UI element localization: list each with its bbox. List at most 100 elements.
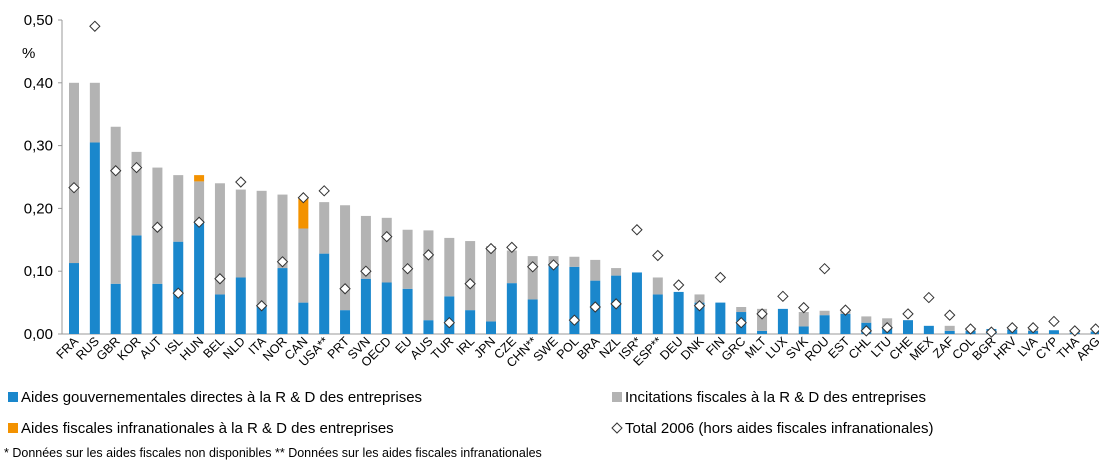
diamond-marker [756, 308, 768, 320]
bar-segment [923, 325, 934, 334]
legend-swatch [611, 422, 623, 434]
bar-segment [527, 256, 538, 300]
bar-segment [465, 310, 476, 334]
y-tick-label: 0,10 [24, 263, 53, 280]
diamond-marker [839, 304, 852, 316]
bar-segment [194, 175, 205, 182]
bar-segment [277, 194, 288, 269]
bar-segment [256, 305, 267, 334]
diamond-marker [652, 249, 664, 262]
footnote: * Données sur les aides fiscales non dis… [4, 446, 542, 460]
diamond-marker [526, 261, 539, 273]
bar-segment [631, 272, 642, 334]
legend-swatch [612, 392, 622, 402]
bar-segment [298, 302, 309, 334]
diamond-marker [360, 265, 372, 277]
bar-segment [590, 259, 601, 281]
bar-segment [694, 302, 705, 334]
bar-segment [652, 277, 663, 295]
bar-segment [402, 229, 413, 289]
bar-segment [506, 250, 517, 284]
bar-segment [214, 294, 225, 334]
bar-segment [527, 299, 538, 334]
diamond-marker [568, 314, 581, 326]
bar-segment [298, 228, 309, 303]
bar-segment [819, 310, 830, 316]
y-tick-label: 0,40 [24, 75, 53, 92]
bar-segment [340, 310, 351, 334]
y-axis-label: % [22, 45, 35, 62]
diamond-marker [610, 298, 622, 310]
diamond-marker [276, 256, 289, 268]
bar-segment [402, 288, 413, 334]
bar-segment [89, 82, 100, 143]
legend-label: Aides fiscales infranationales à la R & … [21, 420, 394, 437]
diamond-marker [943, 309, 956, 321]
diamond-marker [798, 301, 810, 314]
bar-segment [131, 151, 142, 236]
diamond-marker [902, 308, 914, 320]
diamond-marker [693, 300, 706, 312]
bar-segment [235, 189, 246, 278]
diamond-marker [381, 230, 393, 243]
diamond-marker [672, 279, 685, 291]
bar-segment [444, 296, 455, 334]
bar-segment [694, 294, 705, 303]
bar-segment [569, 256, 580, 267]
diamond-marker [255, 300, 268, 312]
bar-segment [715, 302, 726, 334]
bar-segment [89, 142, 100, 334]
bar-segment [423, 230, 434, 321]
legend-swatch [8, 423, 18, 433]
diamond-marker [318, 185, 330, 197]
bar-segment [110, 283, 121, 334]
diamond-marker [777, 290, 789, 303]
bar-segment [69, 82, 79, 264]
bar-segment [110, 126, 121, 284]
bar-segment [944, 325, 955, 331]
diamond-marker [297, 192, 310, 204]
x-tick-label: ARG [1074, 334, 1099, 363]
bar-segment [194, 181, 205, 221]
legend-label: Total 2006 (hors aides fiscales infranat… [625, 420, 934, 437]
bar-segment [131, 235, 142, 334]
bar-segment [152, 283, 163, 334]
x-tick-label: JPN [472, 334, 499, 361]
diamond-marker [339, 283, 351, 295]
x-tick-label: TUR [428, 334, 456, 362]
bar-segment [256, 190, 267, 306]
diamond-marker [1006, 322, 1018, 334]
bar-segment [819, 315, 830, 334]
bar-segment [465, 241, 476, 311]
diamond-marker [547, 259, 560, 271]
bar-segment [235, 277, 246, 334]
diamond-marker [109, 165, 122, 177]
bar-segment [214, 183, 225, 295]
bar-segment [444, 237, 455, 297]
y-tick-label: 0,20 [24, 200, 53, 217]
bar-segment [840, 313, 851, 334]
diamond-marker [464, 278, 476, 290]
diamond-marker [193, 216, 205, 228]
diamond-marker [1027, 322, 1039, 334]
bar-segment [381, 217, 392, 283]
bar-segment [360, 278, 371, 334]
bar-segment [569, 266, 580, 334]
bar-segment [173, 175, 184, 242]
legend-swatch [8, 392, 18, 402]
diamond-marker [1048, 315, 1060, 328]
bar-segment [903, 320, 913, 334]
bar-segment [298, 198, 309, 229]
bar-segment [777, 308, 788, 334]
bar-segment [652, 294, 663, 334]
x-tick-label: NLD [220, 334, 248, 362]
diamond-marker [881, 322, 893, 334]
diamond-marker [735, 316, 747, 329]
bar-segment [194, 220, 205, 334]
bar-segment [69, 263, 79, 334]
diamond-marker [964, 323, 977, 335]
diamond-marker [89, 20, 101, 32]
bar-segment [757, 308, 768, 331]
bar-segment [798, 326, 809, 334]
